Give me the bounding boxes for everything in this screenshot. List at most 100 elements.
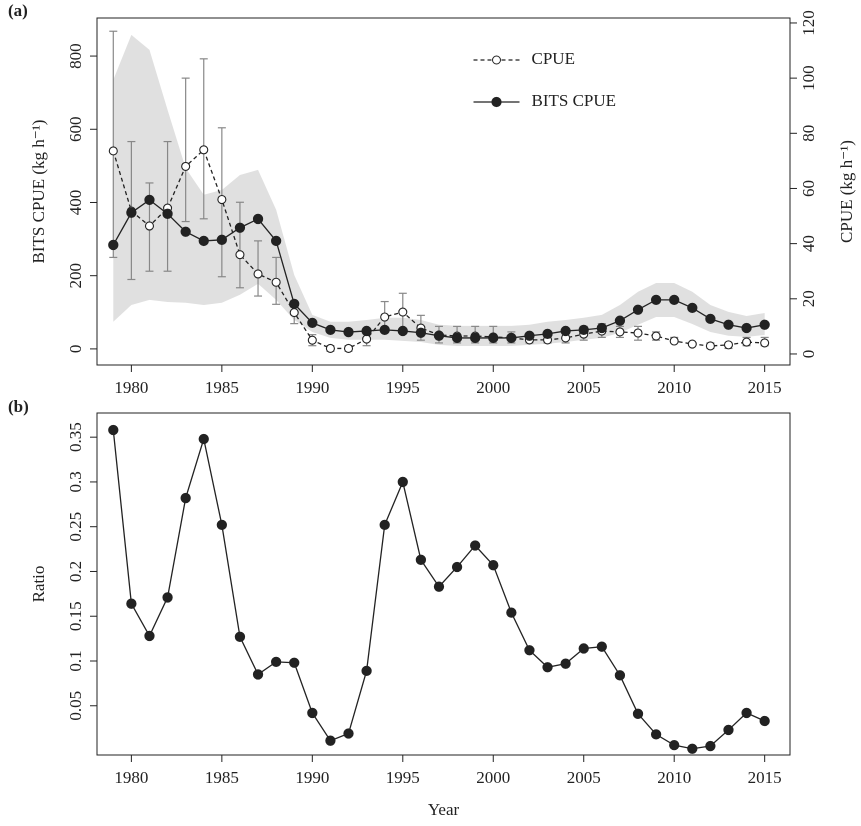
y2-tick-label: 40 (799, 235, 818, 252)
y2-tick-label: 80 (799, 125, 818, 142)
error-bar (199, 58, 208, 220)
data-point (343, 728, 354, 739)
error-bar (235, 201, 244, 289)
panel-label: (b) (8, 397, 29, 416)
data-point (234, 222, 246, 233)
data-point (687, 302, 698, 314)
data-point (615, 327, 625, 337)
data-point (614, 315, 626, 326)
y2-axis-label: CPUE (kg h⁻¹) (837, 140, 856, 243)
y2-tick-label: 0 (799, 350, 818, 359)
y-tick-label: 0.25 (66, 512, 85, 542)
data-point (289, 657, 300, 668)
error-bar (254, 240, 263, 297)
data-point (397, 476, 408, 488)
data-point (650, 294, 662, 305)
data-point (270, 656, 282, 668)
data-point (650, 729, 662, 740)
data-point (252, 669, 264, 680)
data-point (760, 338, 770, 348)
data-point (108, 424, 119, 436)
data-point (488, 332, 499, 344)
data-point (253, 269, 263, 279)
data-point (144, 221, 155, 231)
data-point (614, 670, 626, 681)
plot-frame (96, 17, 791, 366)
data-point (234, 631, 246, 642)
x-tick-label: 1980 (114, 768, 148, 787)
legend-marker (492, 55, 501, 65)
x-tick-label: 1985 (205, 768, 239, 787)
data-point (578, 643, 589, 654)
data-point (524, 645, 535, 656)
data-point (271, 277, 281, 287)
data-point (741, 322, 752, 334)
data-point (379, 324, 390, 336)
data-point (759, 715, 770, 727)
data-point (307, 335, 317, 345)
data-point (180, 492, 191, 504)
data-point (144, 630, 155, 642)
data-point (398, 307, 408, 317)
data-point (470, 540, 481, 551)
y2-tick-label: 60 (799, 180, 818, 197)
data-point (198, 235, 209, 247)
data-point (216, 234, 227, 245)
data-point (542, 328, 553, 340)
data-point (723, 319, 734, 330)
data-point (162, 208, 173, 219)
y-tick-label: 0.2 (66, 561, 85, 582)
x-tick-label: 2000 (476, 378, 510, 397)
legend-marker (491, 96, 502, 108)
y2-tick-label: 100 (799, 65, 818, 91)
x-tick-label: 1985 (205, 378, 239, 397)
data-point (669, 740, 680, 751)
data-point (307, 707, 318, 719)
data-point (596, 322, 607, 334)
y2-tick-label: 20 (799, 290, 818, 307)
data-point (362, 334, 372, 344)
y-tick-label: 0.3 (66, 471, 85, 492)
data-point (560, 325, 571, 337)
data-point (307, 317, 318, 329)
data-point (289, 308, 299, 318)
data-point (741, 707, 752, 719)
x-tick-label: 1980 (114, 378, 148, 397)
data-point (506, 332, 517, 344)
data-point (361, 325, 372, 337)
data-point (270, 235, 282, 247)
data-point (687, 339, 697, 349)
legend-label: CPUE (532, 49, 575, 68)
data-point (433, 581, 445, 592)
data-point (451, 332, 463, 344)
x-tick-label: 2015 (748, 768, 782, 787)
data-point (470, 332, 481, 344)
data-point (596, 641, 607, 652)
data-point (723, 340, 734, 350)
data-point (633, 328, 643, 338)
data-point (723, 724, 734, 736)
x-axis-label: Year (428, 800, 460, 819)
data-point (144, 194, 155, 206)
data-point (451, 561, 463, 573)
y-axis-label: Ratio (29, 566, 48, 603)
x-tick-label: 2000 (476, 768, 510, 787)
error-bar (109, 30, 118, 259)
data-point (343, 343, 354, 353)
data-point (705, 313, 716, 325)
y2-tick-label: 120 (799, 10, 818, 36)
data-point (560, 658, 571, 669)
y-axis-label: BITS CPUE (kg h⁻¹) (29, 120, 48, 264)
data-point (524, 330, 535, 341)
data-point (632, 304, 644, 315)
x-tick-label: 2015 (748, 378, 782, 397)
data-point (325, 735, 336, 746)
x-tick-label: 2010 (657, 378, 691, 397)
data-point (235, 250, 245, 260)
y-tick-label: 600 (66, 117, 85, 143)
data-point (181, 161, 191, 171)
data-point (669, 336, 679, 346)
data-point (361, 665, 372, 676)
data-point (488, 560, 499, 571)
